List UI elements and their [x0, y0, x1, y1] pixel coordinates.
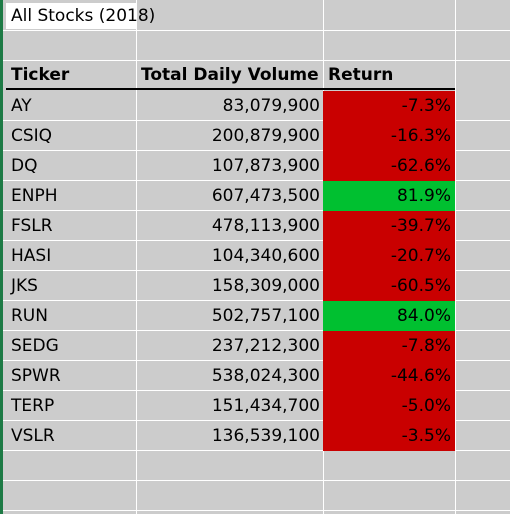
return-cell[interactable]: -62.6% [323, 151, 455, 181]
volume-cell[interactable]: 107,873,900 [211, 156, 320, 176]
volume-cell[interactable]: 237,212,300 [211, 336, 320, 356]
volume-cell[interactable]: 158,309,000 [211, 276, 320, 296]
ticker-cell[interactable]: SPWR [11, 366, 61, 386]
ticker-cell[interactable]: CSIQ [11, 126, 53, 146]
table-header-row: Ticker Total Daily Volume Return [6, 61, 455, 89]
return-cell[interactable]: -44.6% [323, 361, 455, 391]
volume-cell[interactable]: 607,473,500 [211, 186, 320, 206]
ticker-cell[interactable]: HASI [11, 246, 52, 266]
table-row: TERP 151,434,700 -5.0% [6, 391, 455, 421]
table-row: DQ 107,873,900 -62.6% [6, 151, 455, 181]
volume-cell[interactable]: 478,113,900 [211, 216, 320, 236]
header-return[interactable]: Return [328, 65, 394, 85]
header-ticker[interactable]: Ticker [11, 65, 70, 85]
return-cell[interactable]: -7.8% [323, 331, 455, 361]
return-cell[interactable]: 81.9% [323, 181, 455, 211]
volume-cell[interactable]: 104,340,600 [211, 246, 320, 266]
row-gridline [3, 150, 510, 151]
table-row: AY 83,079,900 -7.3% [6, 91, 455, 121]
row-gridline [3, 450, 510, 451]
volume-cell[interactable]: 502,757,100 [211, 306, 320, 326]
return-cell[interactable]: -3.5% [323, 421, 455, 451]
ticker-cell[interactable]: DQ [11, 156, 38, 176]
table-row: CSIQ 200,879,900 -16.3% [6, 121, 455, 151]
header-underline [6, 88, 455, 90]
return-cell[interactable]: -5.0% [323, 391, 455, 421]
volume-cell[interactable]: 200,879,900 [211, 126, 320, 146]
ticker-cell[interactable]: AY [11, 96, 32, 116]
row-gridline [3, 390, 510, 391]
row-gridline [3, 510, 510, 511]
volume-cell[interactable]: 151,434,700 [211, 396, 320, 416]
ticker-cell[interactable]: RUN [11, 306, 48, 326]
return-cell[interactable]: -7.3% [323, 91, 455, 121]
return-cell[interactable]: -16.3% [323, 121, 455, 151]
return-cell[interactable]: -20.7% [323, 241, 455, 271]
sheet-title[interactable]: All Stocks (2018) [11, 6, 156, 26]
ticker-cell[interactable]: VSLR [11, 426, 55, 446]
table-row: ENPH 607,473,500 81.9% [6, 181, 455, 211]
row-gridline [3, 360, 510, 361]
row-gridline [3, 480, 510, 481]
ticker-cell[interactable]: SEDG [11, 336, 59, 356]
return-cell[interactable]: -39.7% [323, 211, 455, 241]
row-gridline [3, 180, 510, 181]
column-gridline [136, 0, 137, 514]
title-cell-background [6, 3, 137, 29]
ticker-cell[interactable]: ENPH [11, 186, 58, 206]
row-gridline [3, 330, 510, 331]
return-cell[interactable]: -60.5% [323, 271, 455, 301]
table-row: FSLR 478,113,900 -39.7% [6, 211, 455, 241]
row-gridline [3, 300, 510, 301]
table-row: SPWR 538,024,300 -44.6% [6, 361, 455, 391]
row-gridline [3, 420, 510, 421]
return-cell[interactable]: 84.0% [323, 301, 455, 331]
row-gridline [3, 270, 510, 271]
volume-cell[interactable]: 83,079,900 [222, 96, 320, 116]
header-total-daily-volume[interactable]: Total Daily Volume [141, 65, 319, 85]
table-row: JKS 158,309,000 -60.5% [6, 271, 455, 301]
ticker-cell[interactable]: TERP [11, 396, 55, 416]
row-gridline [3, 60, 510, 61]
row-gridline [3, 240, 510, 241]
row-gridline [3, 30, 510, 31]
volume-cell[interactable]: 136,539,100 [211, 426, 320, 446]
ticker-cell[interactable]: FSLR [11, 216, 53, 236]
table-row: RUN 502,757,100 84.0% [6, 301, 455, 331]
window-frame-stripe [0, 0, 3, 514]
table-row: VSLR 136,539,100 -3.5% [6, 421, 455, 451]
row-gridline [3, 120, 510, 121]
row-gridline [3, 210, 510, 211]
volume-cell[interactable]: 538,024,300 [211, 366, 320, 386]
table-row: SEDG 237,212,300 -7.8% [6, 331, 455, 361]
table-row: HASI 104,340,600 -20.7% [6, 241, 455, 271]
column-gridline [455, 0, 456, 514]
ticker-cell[interactable]: JKS [11, 276, 38, 296]
